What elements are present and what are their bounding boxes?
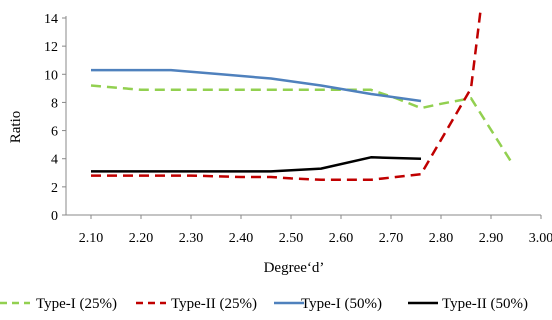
legend-label-4: Type-II (50%) bbox=[442, 296, 528, 312]
series-line-2 bbox=[91, 12, 482, 182]
x-tick-label: 2.60 bbox=[329, 231, 354, 246]
series-line-1 bbox=[90, 84, 513, 163]
series-layer bbox=[90, 12, 513, 182]
x-tick-label: 2.80 bbox=[429, 231, 454, 246]
y-tick-label: 10 bbox=[44, 68, 58, 83]
legend-label-3: Type-I (50%) bbox=[301, 296, 382, 312]
y-tick-label: 8 bbox=[51, 96, 58, 111]
x-tick-label: 2.30 bbox=[179, 231, 204, 246]
series-line-3 bbox=[91, 68, 422, 103]
x-tick-label: 2.40 bbox=[229, 231, 254, 246]
x-tick-label: 2.10 bbox=[79, 231, 104, 246]
y-tick-label: 12 bbox=[44, 40, 58, 55]
x-tick-label: 2.70 bbox=[379, 231, 404, 246]
x-axis-title: Degree‘d’ bbox=[264, 260, 325, 276]
y-axis-title: Ratio bbox=[8, 111, 24, 144]
x-tick-label: 2.50 bbox=[279, 231, 304, 246]
y-tick-label: 6 bbox=[51, 125, 58, 140]
chart-axes bbox=[65, 16, 541, 216]
legend-label-1: Type-I (25%) bbox=[36, 296, 117, 312]
y-tick-label: 4 bbox=[51, 153, 58, 168]
x-tick-label: 2.90 bbox=[479, 231, 504, 246]
x-tick-label: 3.00 bbox=[529, 231, 552, 246]
y-axis-ticks: 0 2 4 6 8 10 12 14 bbox=[44, 12, 66, 224]
x-tick-label: 2.20 bbox=[129, 231, 154, 246]
series-line-4 bbox=[91, 156, 422, 173]
y-tick-label: 0 bbox=[51, 209, 58, 224]
legend-label-2: Type-II (25%) bbox=[171, 296, 257, 312]
x-axis-ticks: 2.10 2.20 2.30 2.40 2.50 2.60 2.70 2.80 2.90 3.00 bbox=[79, 215, 552, 246]
y-tick-label: 14 bbox=[44, 12, 58, 27]
legend: Type-I (25%) Type-II (25%) Type-I (50%) Typ… bbox=[0, 296, 528, 312]
y-tick-label: 2 bbox=[51, 181, 58, 196]
